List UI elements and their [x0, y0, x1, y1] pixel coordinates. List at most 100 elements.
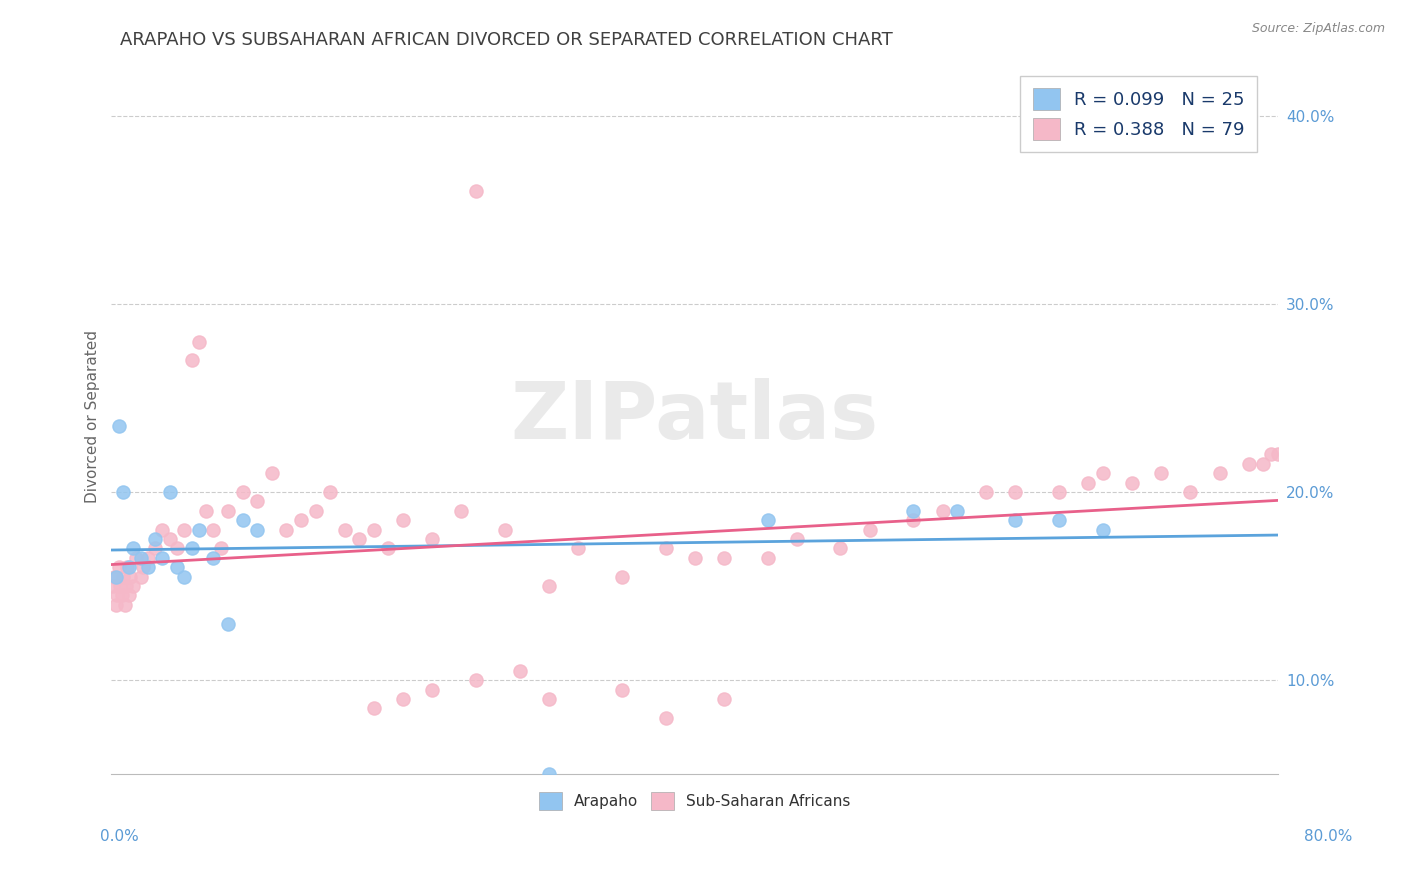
Point — [333, 523, 356, 537]
Point — [610, 570, 633, 584]
Point — [129, 570, 152, 584]
Point — [1047, 485, 1070, 500]
Point — [232, 513, 254, 527]
Point — [392, 692, 415, 706]
Point — [537, 767, 560, 781]
Point — [105, 589, 128, 603]
Point — [217, 616, 239, 631]
Point — [319, 485, 342, 500]
Point — [567, 541, 589, 556]
Point — [363, 701, 385, 715]
Point — [112, 570, 135, 584]
Point — [931, 504, 953, 518]
Point — [173, 523, 195, 537]
Point — [830, 541, 852, 556]
Point — [1208, 467, 1230, 481]
Point — [217, 504, 239, 518]
Point — [1121, 475, 1143, 490]
Point — [713, 550, 735, 565]
Point — [756, 550, 779, 565]
Text: ZIPatlas: ZIPatlas — [510, 378, 879, 456]
Point — [420, 532, 443, 546]
Point — [143, 532, 166, 546]
Point — [122, 541, 145, 556]
Text: Source: ZipAtlas.com: Source: ZipAtlas.com — [1251, 22, 1385, 36]
Point — [120, 570, 142, 584]
Point — [159, 485, 181, 500]
Point — [377, 541, 399, 556]
Point — [202, 523, 225, 537]
Legend: Arapaho, Sub-Saharan Africans: Arapaho, Sub-Saharan Africans — [533, 786, 856, 816]
Point — [136, 550, 159, 565]
Point — [132, 560, 155, 574]
Point — [117, 560, 139, 574]
Point — [654, 541, 676, 556]
Point — [1091, 467, 1114, 481]
Point — [946, 504, 969, 518]
Point — [166, 541, 188, 556]
Point — [450, 504, 472, 518]
Text: ARAPAHO VS SUBSAHARAN AFRICAN DIVORCED OR SEPARATED CORRELATION CHART: ARAPAHO VS SUBSAHARAN AFRICAN DIVORCED O… — [120, 31, 893, 49]
Point — [112, 485, 135, 500]
Point — [290, 513, 312, 527]
Point — [1180, 485, 1202, 500]
Point — [101, 579, 124, 593]
Point — [202, 550, 225, 565]
Point — [152, 550, 174, 565]
Point — [118, 560, 141, 574]
Point — [122, 579, 145, 593]
Point — [537, 579, 560, 593]
Point — [104, 570, 127, 584]
Point — [136, 560, 159, 574]
Point — [187, 523, 209, 537]
Point — [903, 504, 925, 518]
Point — [974, 485, 997, 500]
Point — [713, 692, 735, 706]
Point — [610, 682, 633, 697]
Point — [166, 560, 188, 574]
Point — [114, 598, 136, 612]
Point — [1150, 467, 1173, 481]
Point — [349, 532, 371, 546]
Point — [683, 550, 706, 565]
Point — [465, 184, 488, 198]
Point — [180, 541, 202, 556]
Point — [654, 711, 676, 725]
Point — [1237, 457, 1260, 471]
Point — [420, 682, 443, 697]
Point — [118, 589, 141, 603]
Point — [129, 550, 152, 565]
Point — [509, 664, 531, 678]
Point — [107, 560, 129, 574]
Point — [115, 579, 138, 593]
Point — [143, 541, 166, 556]
Point — [392, 513, 415, 527]
Point — [1267, 447, 1289, 461]
Text: 0.0%: 0.0% — [100, 830, 139, 844]
Point — [465, 673, 488, 687]
Point — [104, 598, 127, 612]
Point — [276, 523, 298, 537]
Y-axis label: Divorced or Separated: Divorced or Separated — [86, 330, 100, 503]
Point — [246, 523, 269, 537]
Point — [152, 523, 174, 537]
Point — [494, 523, 516, 537]
Point — [260, 467, 283, 481]
Point — [1047, 513, 1070, 527]
Point — [363, 523, 385, 537]
Point — [246, 494, 269, 508]
Point — [125, 550, 148, 565]
Point — [786, 532, 808, 546]
Point — [108, 579, 131, 593]
Point — [903, 513, 925, 527]
Point — [859, 523, 882, 537]
Point — [537, 692, 560, 706]
Point — [187, 334, 209, 349]
Point — [1004, 485, 1026, 500]
Point — [103, 570, 125, 584]
Point — [159, 532, 181, 546]
Point — [107, 419, 129, 434]
Point — [180, 353, 202, 368]
Point — [1260, 447, 1282, 461]
Point — [1091, 523, 1114, 537]
